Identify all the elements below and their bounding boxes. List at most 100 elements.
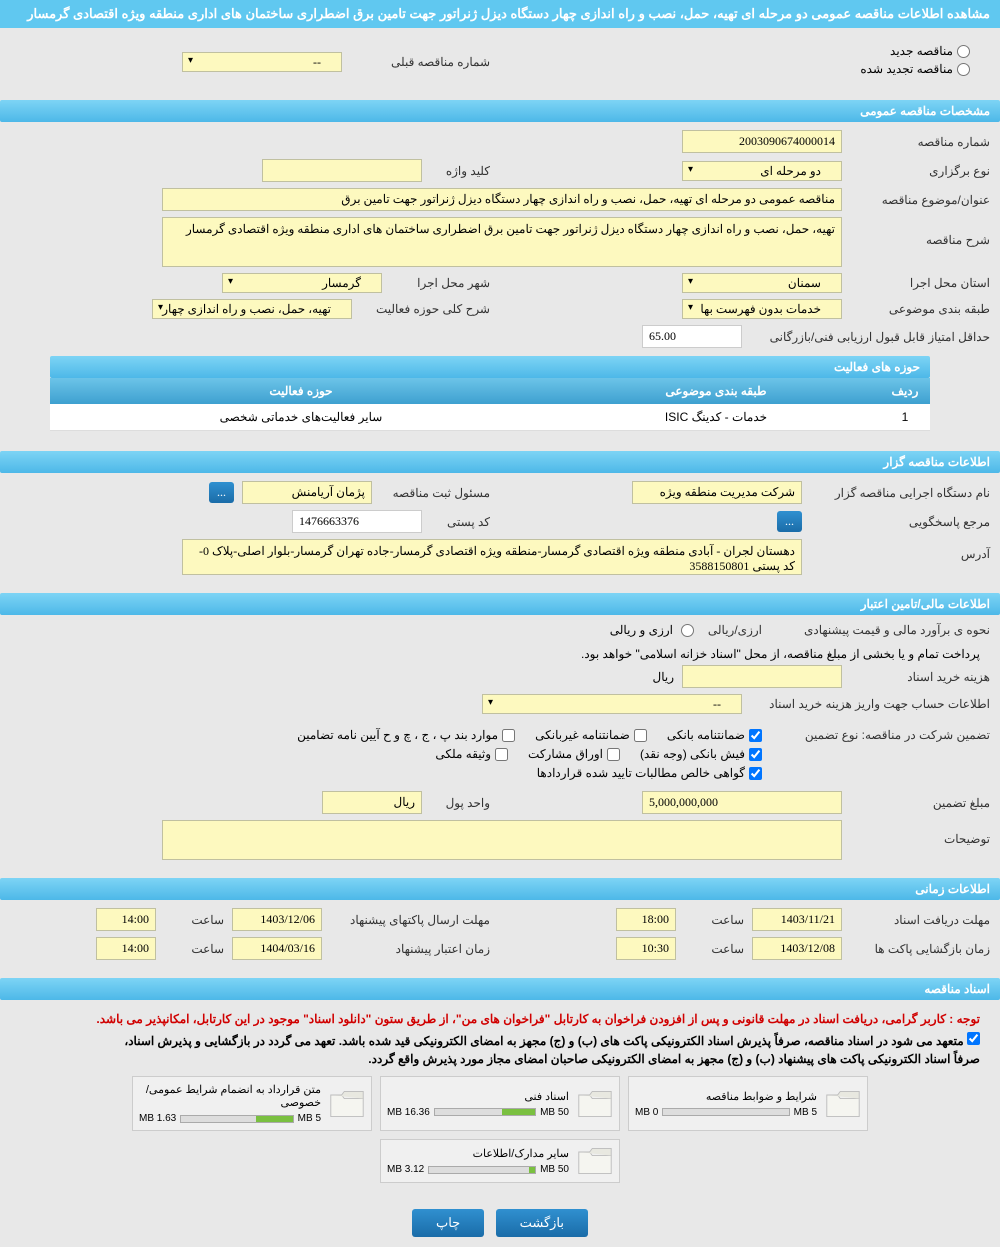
- file-item[interactable]: سایر مدارک/اطلاعات 50 MB 3.12 MB: [380, 1139, 620, 1183]
- city-select[interactable]: گرمسار: [222, 273, 382, 293]
- lbl-property: وثیقه ملکی: [435, 747, 491, 761]
- receive-date-input[interactable]: [752, 908, 842, 931]
- progress-bar: [180, 1115, 293, 1123]
- doc-fee-input[interactable]: [682, 665, 842, 688]
- open-time-input[interactable]: [616, 937, 676, 960]
- progress-bar: [662, 1108, 789, 1116]
- label-renewed-tender: مناقصه تجدید شده: [860, 62, 953, 76]
- address-textarea: دهستان لجران - آبادی منطقه ویژه اقتصادی …: [182, 539, 802, 575]
- desc-textarea[interactable]: تهیه، حمل، نصب و راه اندازی چهار دستگاه …: [162, 217, 842, 267]
- guarantee-amt-label: مبلغ تضمین: [850, 796, 990, 810]
- file-item[interactable]: شرایط و ضوابط مناقصه 5 MB 0 MB: [628, 1076, 868, 1131]
- receive-time-input[interactable]: [616, 908, 676, 931]
- lbl-cash: فیش بانکی (وجه نقد): [640, 747, 745, 761]
- folder-icon: [329, 1089, 365, 1119]
- file-name: سایر مدارک/اطلاعات: [387, 1147, 569, 1160]
- file-used: 16.36 MB: [387, 1107, 430, 1118]
- doc-fee-label: هزینه خرید اسناد: [850, 670, 990, 684]
- open-date-input[interactable]: [752, 937, 842, 960]
- response-ref-button[interactable]: ...: [777, 511, 802, 532]
- progress-bar: [434, 1108, 536, 1116]
- desc-label: شرح مناقصه: [850, 217, 990, 247]
- activity-scope-select[interactable]: تهیه، حمل، نصب و راه اندازی چهار دستگاه …: [152, 299, 352, 319]
- deposit-account-select[interactable]: --: [482, 694, 742, 714]
- section-financial: اطلاعات مالی/تامین اعتبار: [0, 593, 1000, 615]
- lbl-contract-cert: گواهی خالص مطالبات تایید شده قراردادها: [537, 766, 745, 780]
- address-label: آدرس: [810, 539, 990, 561]
- reg-officer-input: [242, 481, 372, 504]
- lbl-bank-guarantee: ضمانتنامه بانکی: [667, 728, 745, 742]
- title-label: عنوان/موضوع مناقصه: [850, 193, 990, 207]
- currency-unit-label: واحد پول: [430, 796, 490, 810]
- col-class: طبقه بندی موضوعی: [552, 378, 880, 404]
- subject-class-select[interactable]: خدمات بدون فهرست بها: [682, 299, 842, 319]
- file-item[interactable]: متن قرارداد به انضمام شرایط عمومی/خصوصی …: [132, 1076, 372, 1131]
- chk-cash[interactable]: [749, 748, 762, 761]
- currency-label: ارزی/ریالی: [702, 623, 762, 637]
- type-select[interactable]: دو مرحله ای: [682, 161, 842, 181]
- send-deadline-label: مهلت ارسال پاکتهای پیشنهاد: [330, 913, 490, 927]
- notice-red: توجه : کاربر گرامی، دریافت اسناد در مهلت…: [10, 1008, 990, 1030]
- radio-renewed-tender[interactable]: [957, 63, 970, 76]
- subject-class-label: طبقه بندی موضوعی: [850, 302, 990, 316]
- chk-property[interactable]: [495, 748, 508, 761]
- city-label: شهر محل اجرا: [390, 276, 490, 290]
- title-input[interactable]: [162, 188, 842, 211]
- send-date-input[interactable]: [232, 908, 322, 931]
- chk-nonbank-guarantee[interactable]: [634, 729, 647, 742]
- col-activity: حوزه فعالیت: [50, 378, 552, 404]
- receive-deadline-label: مهلت دریافت اسناد: [850, 913, 990, 927]
- print-button[interactable]: چاپ: [412, 1209, 484, 1237]
- chk-commitment[interactable]: [967, 1032, 980, 1045]
- file-used: 3.12 MB: [387, 1164, 424, 1175]
- section-documents: اسناد مناقصه: [0, 978, 1000, 1000]
- min-score-input[interactable]: [642, 325, 742, 348]
- send-time-input[interactable]: [96, 908, 156, 931]
- file-total: 50 MB: [540, 1164, 569, 1175]
- lbl-bylaw: موارد بند پ ، ج ، چ و ح آیین نامه تضامین: [297, 728, 498, 742]
- chk-bylaw[interactable]: [502, 729, 515, 742]
- deposit-account-label: اطلاعات حساب جهت واریز هزینه خرید اسناد: [750, 697, 990, 711]
- radio-currency[interactable]: [681, 624, 694, 637]
- time-label-3: ساعت: [684, 942, 744, 956]
- keyword-input[interactable]: [262, 159, 422, 182]
- chk-contract-cert[interactable]: [749, 767, 762, 780]
- section-general: مشخصات مناقصه عمومی: [0, 100, 1000, 122]
- guarantee-label: تضمین شرکت در مناقصه: نوع تضمین: [770, 728, 990, 742]
- chk-bonds[interactable]: [607, 748, 620, 761]
- radio-new-tender[interactable]: [957, 45, 970, 58]
- file-item[interactable]: اسناد فنی 50 MB 16.36 MB: [380, 1076, 620, 1131]
- file-name: اسناد فنی: [387, 1090, 569, 1103]
- validity-label: زمان اعتبار پیشنهاد: [330, 942, 490, 956]
- page-title: مشاهده اطلاعات مناقصه عمومی دو مرحله ای …: [0, 0, 1000, 28]
- prev-tender-label: شماره مناقصه قبلی: [350, 55, 490, 69]
- folder-icon: [577, 1146, 613, 1176]
- progress-bar: [428, 1166, 536, 1174]
- prev-tender-select[interactable]: --: [182, 52, 342, 72]
- section-timing: اطلاعات زمانی: [0, 878, 1000, 900]
- validity-time-input[interactable]: [96, 937, 156, 960]
- org-name-label: نام دستگاه اجرایی مناقصه گزار: [810, 486, 990, 500]
- reg-officer-label: مسئول ثبت مناقصه: [380, 486, 490, 500]
- reg-officer-more-button[interactable]: ...: [209, 482, 234, 503]
- open-time-label: زمان بازگشایی پاکت ها: [850, 942, 990, 956]
- opt-currency: ارزی و ریالی: [610, 623, 673, 637]
- province-select[interactable]: سمنان: [682, 273, 842, 293]
- file-name: متن قرارداد به انضمام شرایط عمومی/خصوصی: [139, 1083, 321, 1109]
- notice3: صرفاً اسناد الکترونیکی پاکت های پیشنهاد …: [10, 1050, 990, 1068]
- chk-bank-guarantee[interactable]: [749, 729, 762, 742]
- folder-icon: [825, 1089, 861, 1119]
- activity-table-title: حوزه های فعالیت: [50, 356, 930, 378]
- remarks-textarea[interactable]: [162, 820, 842, 860]
- file-total: 50 MB: [540, 1107, 569, 1118]
- tender-no-input: [682, 130, 842, 153]
- guarantee-amt-input[interactable]: [642, 791, 842, 814]
- org-name-input: [632, 481, 802, 504]
- currency-unit-input: [322, 791, 422, 814]
- remarks-label: توضیحات: [850, 820, 990, 846]
- validity-date-input[interactable]: [232, 937, 322, 960]
- lbl-bonds: اوراق مشارکت: [528, 747, 603, 761]
- back-button[interactable]: بازگشت: [496, 1209, 588, 1237]
- file-name: شرایط و ضوابط مناقصه: [635, 1090, 817, 1103]
- label-new-tender: مناقصه جدید: [890, 44, 953, 58]
